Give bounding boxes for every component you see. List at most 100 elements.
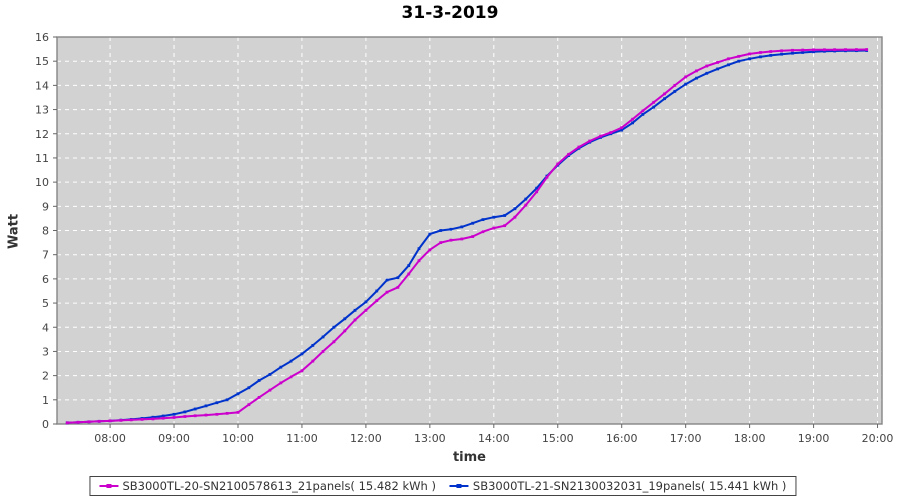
x-tick-label: 17:00 [670,432,702,445]
series-0-point-marker [641,109,645,113]
series-1-point-marker [375,289,379,293]
series-0-point-marker [577,145,581,149]
series-0-point-marker [257,395,261,399]
legend: SB3000TL-20-SN2100578613_21panels( 15.48… [89,476,797,496]
series-0-point-marker [428,248,432,252]
legend-item-inverter-20: SB3000TL-20-SN2100578613_21panels( 15.48… [99,479,436,493]
series-0-point-marker [65,421,69,425]
series-0-point-marker [567,152,571,156]
series-1-point-marker [193,407,197,411]
series-1-point-marker [460,225,464,229]
series-1-point-marker [663,97,666,101]
series-0-point-marker [343,329,347,333]
series-1-point-marker [524,197,528,201]
series-1-point-marker [364,300,368,304]
series-1-point-marker [748,57,752,61]
series-1-point-marker [716,67,720,71]
chart-title: 31-3-2019 [401,3,499,23]
series-1-point-marker [385,278,389,282]
series-0-point-marker [727,57,730,61]
y-tick-label: 6 [42,273,49,286]
series-1-point-marker [812,50,815,54]
series-0-point-marker [311,359,315,363]
series-1-point-marker [215,401,219,405]
series-1-point-marker [780,52,783,56]
x-tick-label: 13:00 [414,432,446,445]
series-1-point-marker [225,398,229,402]
series-0-point-marker [236,410,240,414]
series-0-point-marker [759,51,762,54]
x-axis-label: time [452,450,487,465]
series-1-point-marker [343,317,347,321]
series-0-point-marker [865,48,869,51]
series-0-point-marker [833,48,837,52]
series-1-point-marker [823,49,826,53]
series-0-point-marker [215,412,219,416]
y-tick-label: 9 [42,200,49,213]
series-1-point-marker [801,51,805,54]
series-1-point-marker [439,229,443,232]
series-0-point-marker [855,48,858,51]
series-0-point-marker [300,369,304,373]
series-1-point-marker [684,82,688,86]
series-0-point-marker [801,48,805,52]
y-tick-label: 2 [42,370,49,383]
series-line-0 [67,48,867,424]
series-1-point-marker [503,214,507,217]
legend-label-inverter-20: SB3000TL-20-SN2100578613_21panels( 15.48… [122,479,436,493]
series-1-point-marker [161,414,165,418]
series-0-point-marker [823,48,826,52]
series-0-point-marker [481,230,485,234]
series-0-point-marker [449,238,453,242]
series-1-point-marker [353,308,357,312]
series-1-point-marker [705,71,709,75]
series-1-point-marker [172,412,176,416]
series-1-point-marker [417,247,421,251]
series-1-point-marker [727,63,730,67]
series-1-point-marker [695,76,698,80]
series-0-point-marker [769,50,773,53]
y-tick-label: 15 [35,55,49,68]
y-tick-label: 1 [42,394,49,407]
series-1-point-marker [759,55,762,59]
x-tick-label: 12:00 [350,432,382,445]
series-1-point-marker [513,207,517,211]
series-0-point-marker [471,235,475,238]
series-0-point-marker [812,48,815,52]
series-0-point-marker [353,318,357,322]
series-1-point-marker [396,276,400,280]
series-0-point-marker [748,52,752,56]
y-tick-label: 4 [42,321,49,334]
series-1-point-marker [407,264,411,267]
x-tick-label: 16:00 [606,432,638,445]
series-0-point-marker [620,126,624,130]
series-0-point-marker [396,285,400,289]
series-0-point-marker [716,60,720,64]
series-0-point-marker [119,418,123,422]
series-1-point-marker [620,128,624,132]
legend-label-inverter-21: SB3000TL-21-SN2130032031_19panels( 15.44… [472,479,787,493]
series-1-point-marker [769,53,773,57]
series-0-point-marker [279,381,283,385]
series-0-point-marker [375,299,379,303]
y-tick-label: 11 [35,152,49,165]
series-1-point-marker [332,325,336,329]
series-0-point-marker [513,215,517,219]
y-tick-label: 14 [35,79,49,92]
series-0-point-marker [161,416,165,420]
legend-item-inverter-21: SB3000TL-21-SN2130032031_19panels( 15.44… [449,479,787,493]
series-0-point-marker [332,340,336,344]
series-0-point-marker [225,411,229,415]
series-1-point-marker [449,227,453,231]
y-tick-label: 10 [35,176,49,189]
series-0-marker-icon [99,484,119,488]
series-0-point-marker [129,418,133,422]
x-tick-label: 15:00 [542,432,574,445]
series-1-point-marker [311,343,315,347]
series-0-point-marker [247,403,251,407]
series-0-point-marker [108,419,112,423]
series-0-point-marker [151,417,155,421]
series-1-point-marker [471,221,475,225]
series-1-point-marker [151,415,155,419]
